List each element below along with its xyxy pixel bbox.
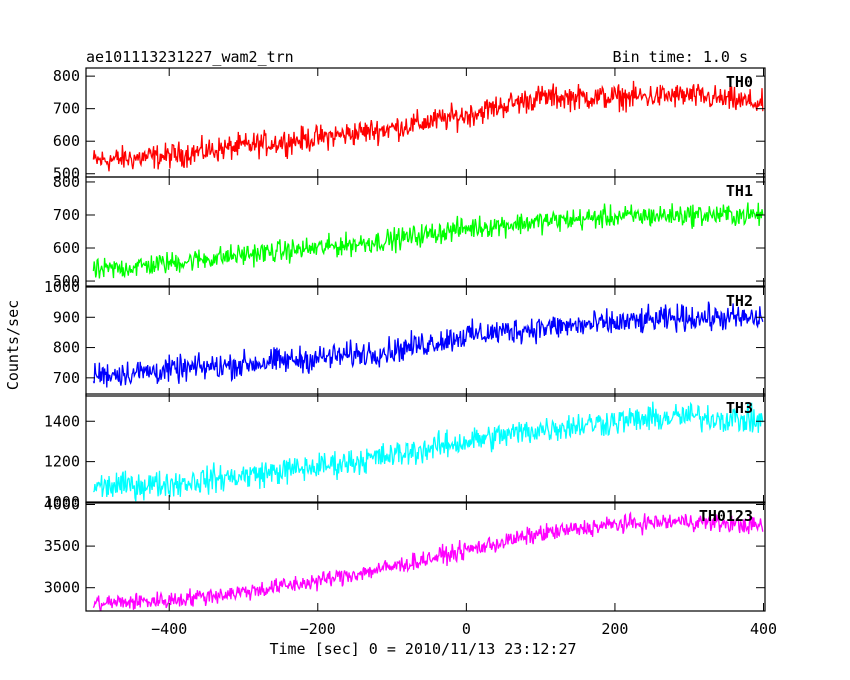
panel-frame [85, 393, 766, 504]
series-label-th3: TH3 [726, 399, 753, 417]
y-tick-label: 700 [53, 100, 80, 118]
y-tick-label: 600 [53, 239, 80, 257]
y-tick-label: 700 [53, 206, 80, 224]
y-tick-label: 700 [53, 369, 80, 387]
bin-time-label: Bin time: 1.0 s [613, 48, 748, 66]
x-axis: −400 −200 0 200 400 [151, 620, 777, 638]
y-tick-label: 800 [53, 67, 80, 85]
panels-group: 500 600 700 800 TH0 500 600 700 800 TH1 700 800 900 1… [44, 67, 766, 612]
x-axis-label: Time [sec] 0 = 2010/11/13 23:12:27 [269, 640, 576, 658]
x-tick-label: −200 [300, 620, 336, 638]
y-tick-label: 1400 [44, 412, 80, 430]
series-line-th1 [92, 202, 764, 279]
y-tick-label: 600 [53, 132, 80, 150]
y-axis-label: Counts/sec [4, 300, 22, 390]
y-tick-label: 3000 [44, 579, 80, 597]
series-line-th0123 [92, 511, 764, 611]
x-tick-label: −400 [151, 620, 187, 638]
x-tick-label: 400 [750, 620, 777, 638]
x-tick-label: 200 [601, 620, 628, 638]
series-label-th0123: TH0123 [699, 507, 753, 525]
y-tick-label: 500 [53, 272, 80, 290]
panel-th3: 1000 1200 1400 TH3 [44, 393, 766, 511]
series-line-th2 [92, 301, 764, 388]
y-tick-label: 900 [53, 308, 80, 326]
panel-th1: 500 600 700 800 TH1 [53, 173, 766, 290]
series-label-th0: TH0 [726, 73, 753, 91]
observation-id-title: ae101113231227_wam2_trn [86, 48, 294, 66]
panel-frame [85, 501, 766, 612]
y-tick-label: 800 [53, 173, 80, 191]
y-tick-label: 3500 [44, 537, 80, 555]
panel-frame [85, 286, 766, 397]
panel-frame [85, 176, 766, 287]
series-line-th0 [92, 80, 764, 172]
y-tick-label: 1000 [44, 278, 80, 296]
y-tick-label: 500 [53, 165, 80, 183]
panel-th0123: 3000 3500 4000 TH0123 [44, 495, 766, 612]
y-tick-label: 1000 [44, 493, 80, 511]
y-tick-label: 800 [53, 339, 80, 357]
series-label-th1: TH1 [726, 182, 753, 200]
y-tick-label: 4000 [44, 495, 80, 513]
panel-th0: 500 600 700 800 TH0 [53, 67, 766, 183]
series-line-th3 [93, 401, 764, 502]
series-label-th2: TH2 [726, 292, 753, 310]
panel-th2: 700 800 900 1000 TH2 [44, 278, 766, 397]
x-tick-label: 0 [462, 620, 471, 638]
y-tick-label: 1200 [44, 453, 80, 471]
